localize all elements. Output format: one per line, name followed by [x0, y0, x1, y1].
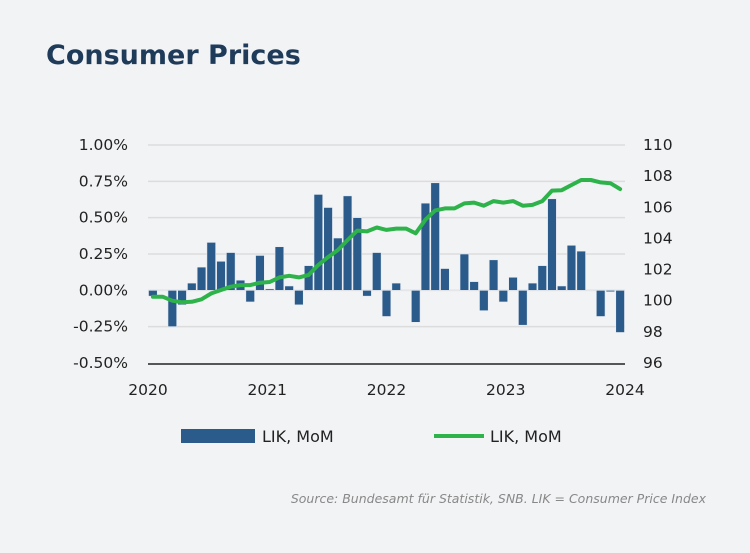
bar [518, 290, 528, 326]
index-line [150, 178, 623, 305]
bar [391, 282, 401, 291]
left-axis-tick: 1.00% [79, 136, 128, 154]
x-axis-tick: 2020 [128, 381, 167, 399]
bar [411, 290, 421, 323]
left-axis-tick: 0.25% [79, 245, 128, 263]
left-axis-tick: 0.50% [79, 209, 128, 227]
bar [177, 290, 187, 306]
bar [566, 244, 577, 291]
bar [313, 194, 324, 291]
bar [294, 290, 304, 306]
bar [557, 285, 567, 291]
bar [537, 265, 547, 291]
bar [245, 290, 255, 303]
bar [206, 242, 216, 291]
bar [605, 290, 616, 293]
chart-title: Consumer Prices [46, 40, 301, 71]
right-axis-tick: 106 [643, 198, 673, 216]
bar [498, 290, 508, 303]
legend-bar-label: LIK, MoM [262, 427, 334, 446]
bar [420, 202, 431, 291]
bar [547, 198, 557, 291]
bar [508, 276, 518, 291]
bar [196, 266, 207, 291]
bar [459, 253, 470, 291]
left-axis-tick: 0.75% [79, 172, 128, 190]
right-axis-tick: 96 [643, 354, 663, 372]
bar [430, 182, 440, 291]
bar [527, 282, 538, 291]
bar [595, 290, 606, 317]
bar [226, 252, 236, 291]
bar [333, 237, 343, 291]
bar [372, 252, 382, 291]
bar [284, 285, 294, 291]
bar [440, 268, 450, 291]
left-axis-tick: -0.25% [73, 318, 128, 336]
legend-line-label: LIK, MoM [490, 427, 562, 446]
right-axis-tick: 102 [643, 261, 673, 279]
bar [362, 290, 372, 297]
right-axis-tick: 110 [643, 136, 673, 154]
x-axis-tick: 2021 [248, 381, 287, 399]
bar [167, 290, 178, 327]
left-axis-tick: 0.00% [79, 281, 128, 299]
bar [216, 260, 226, 291]
x-axis-tick: 2022 [367, 381, 406, 399]
bar [469, 281, 479, 291]
right-axis-tick: 104 [643, 229, 673, 247]
left-axis-tick: -0.50% [73, 354, 128, 372]
x-axis-tick: 2024 [605, 381, 644, 399]
bar [274, 246, 285, 291]
right-axis-tick: 100 [643, 292, 673, 310]
bar [615, 290, 625, 333]
bar [323, 207, 333, 291]
bar [488, 259, 499, 291]
bar [576, 250, 586, 291]
bar [352, 217, 362, 291]
bar [381, 290, 392, 317]
source-note: Source: Bundesamt für Statistik, SNB. LI… [290, 491, 706, 506]
x-axis-tick: 2023 [486, 381, 525, 399]
right-axis-tick: 108 [643, 167, 673, 185]
bar [187, 282, 197, 291]
bar [265, 288, 275, 291]
legend-bar-swatch [181, 429, 255, 443]
bar [255, 255, 265, 291]
right-axis-tick: 98 [643, 323, 663, 341]
bar [479, 290, 489, 311]
